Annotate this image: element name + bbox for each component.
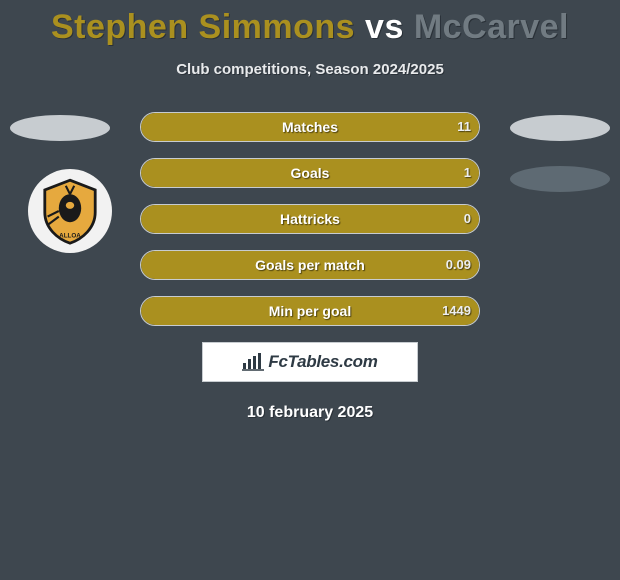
stat-label: Min per goal <box>141 297 479 325</box>
club-crest-icon: ALLOA <box>35 176 105 246</box>
vs-separator: vs <box>365 8 404 46</box>
stat-label: Goals <box>141 159 479 187</box>
brand-box[interactable]: FcTables.com <box>202 342 418 382</box>
stats-arena: ALLOA Matches 11 Goals 1 Hattricks 0 Goa… <box>0 112 620 422</box>
subtitle: Club competitions, Season 2024/2025 <box>0 61 620 78</box>
stat-row-goals: Goals 1 <box>140 158 480 188</box>
player2-name: McCarvel <box>414 8 569 46</box>
stat-row-min-per-goal: Min per goal 1449 <box>140 296 480 326</box>
stat-value: 1 <box>464 159 471 187</box>
stat-row-matches: Matches 11 <box>140 112 480 142</box>
player1-marker-ellipse <box>10 115 110 141</box>
player1-name: Stephen Simmons <box>51 8 355 46</box>
stat-value: 1449 <box>442 297 471 325</box>
stat-value: 0 <box>464 205 471 233</box>
club-badge: ALLOA <box>28 169 112 253</box>
date-caption: 10 february 2025 <box>0 404 620 422</box>
stat-row-hattricks: Hattricks 0 <box>140 204 480 234</box>
stat-value: 0.09 <box>446 251 471 279</box>
player2-marker-ellipse-2 <box>510 166 610 192</box>
brand-text: FcTables.com <box>268 352 377 372</box>
bar-chart-icon <box>242 353 264 371</box>
stat-label: Goals per match <box>141 251 479 279</box>
stat-row-goals-per-match: Goals per match 0.09 <box>140 250 480 280</box>
stat-label: Matches <box>141 113 479 141</box>
stat-value: 11 <box>457 113 471 141</box>
player2-marker-ellipse-1 <box>510 115 610 141</box>
stat-label: Hattricks <box>141 205 479 233</box>
stat-bars: Matches 11 Goals 1 Hattricks 0 Goals per… <box>140 112 480 326</box>
svg-text:ALLOA: ALLOA <box>59 233 81 240</box>
comparison-title: Stephen Simmons vs McCarvel <box>0 0 620 47</box>
